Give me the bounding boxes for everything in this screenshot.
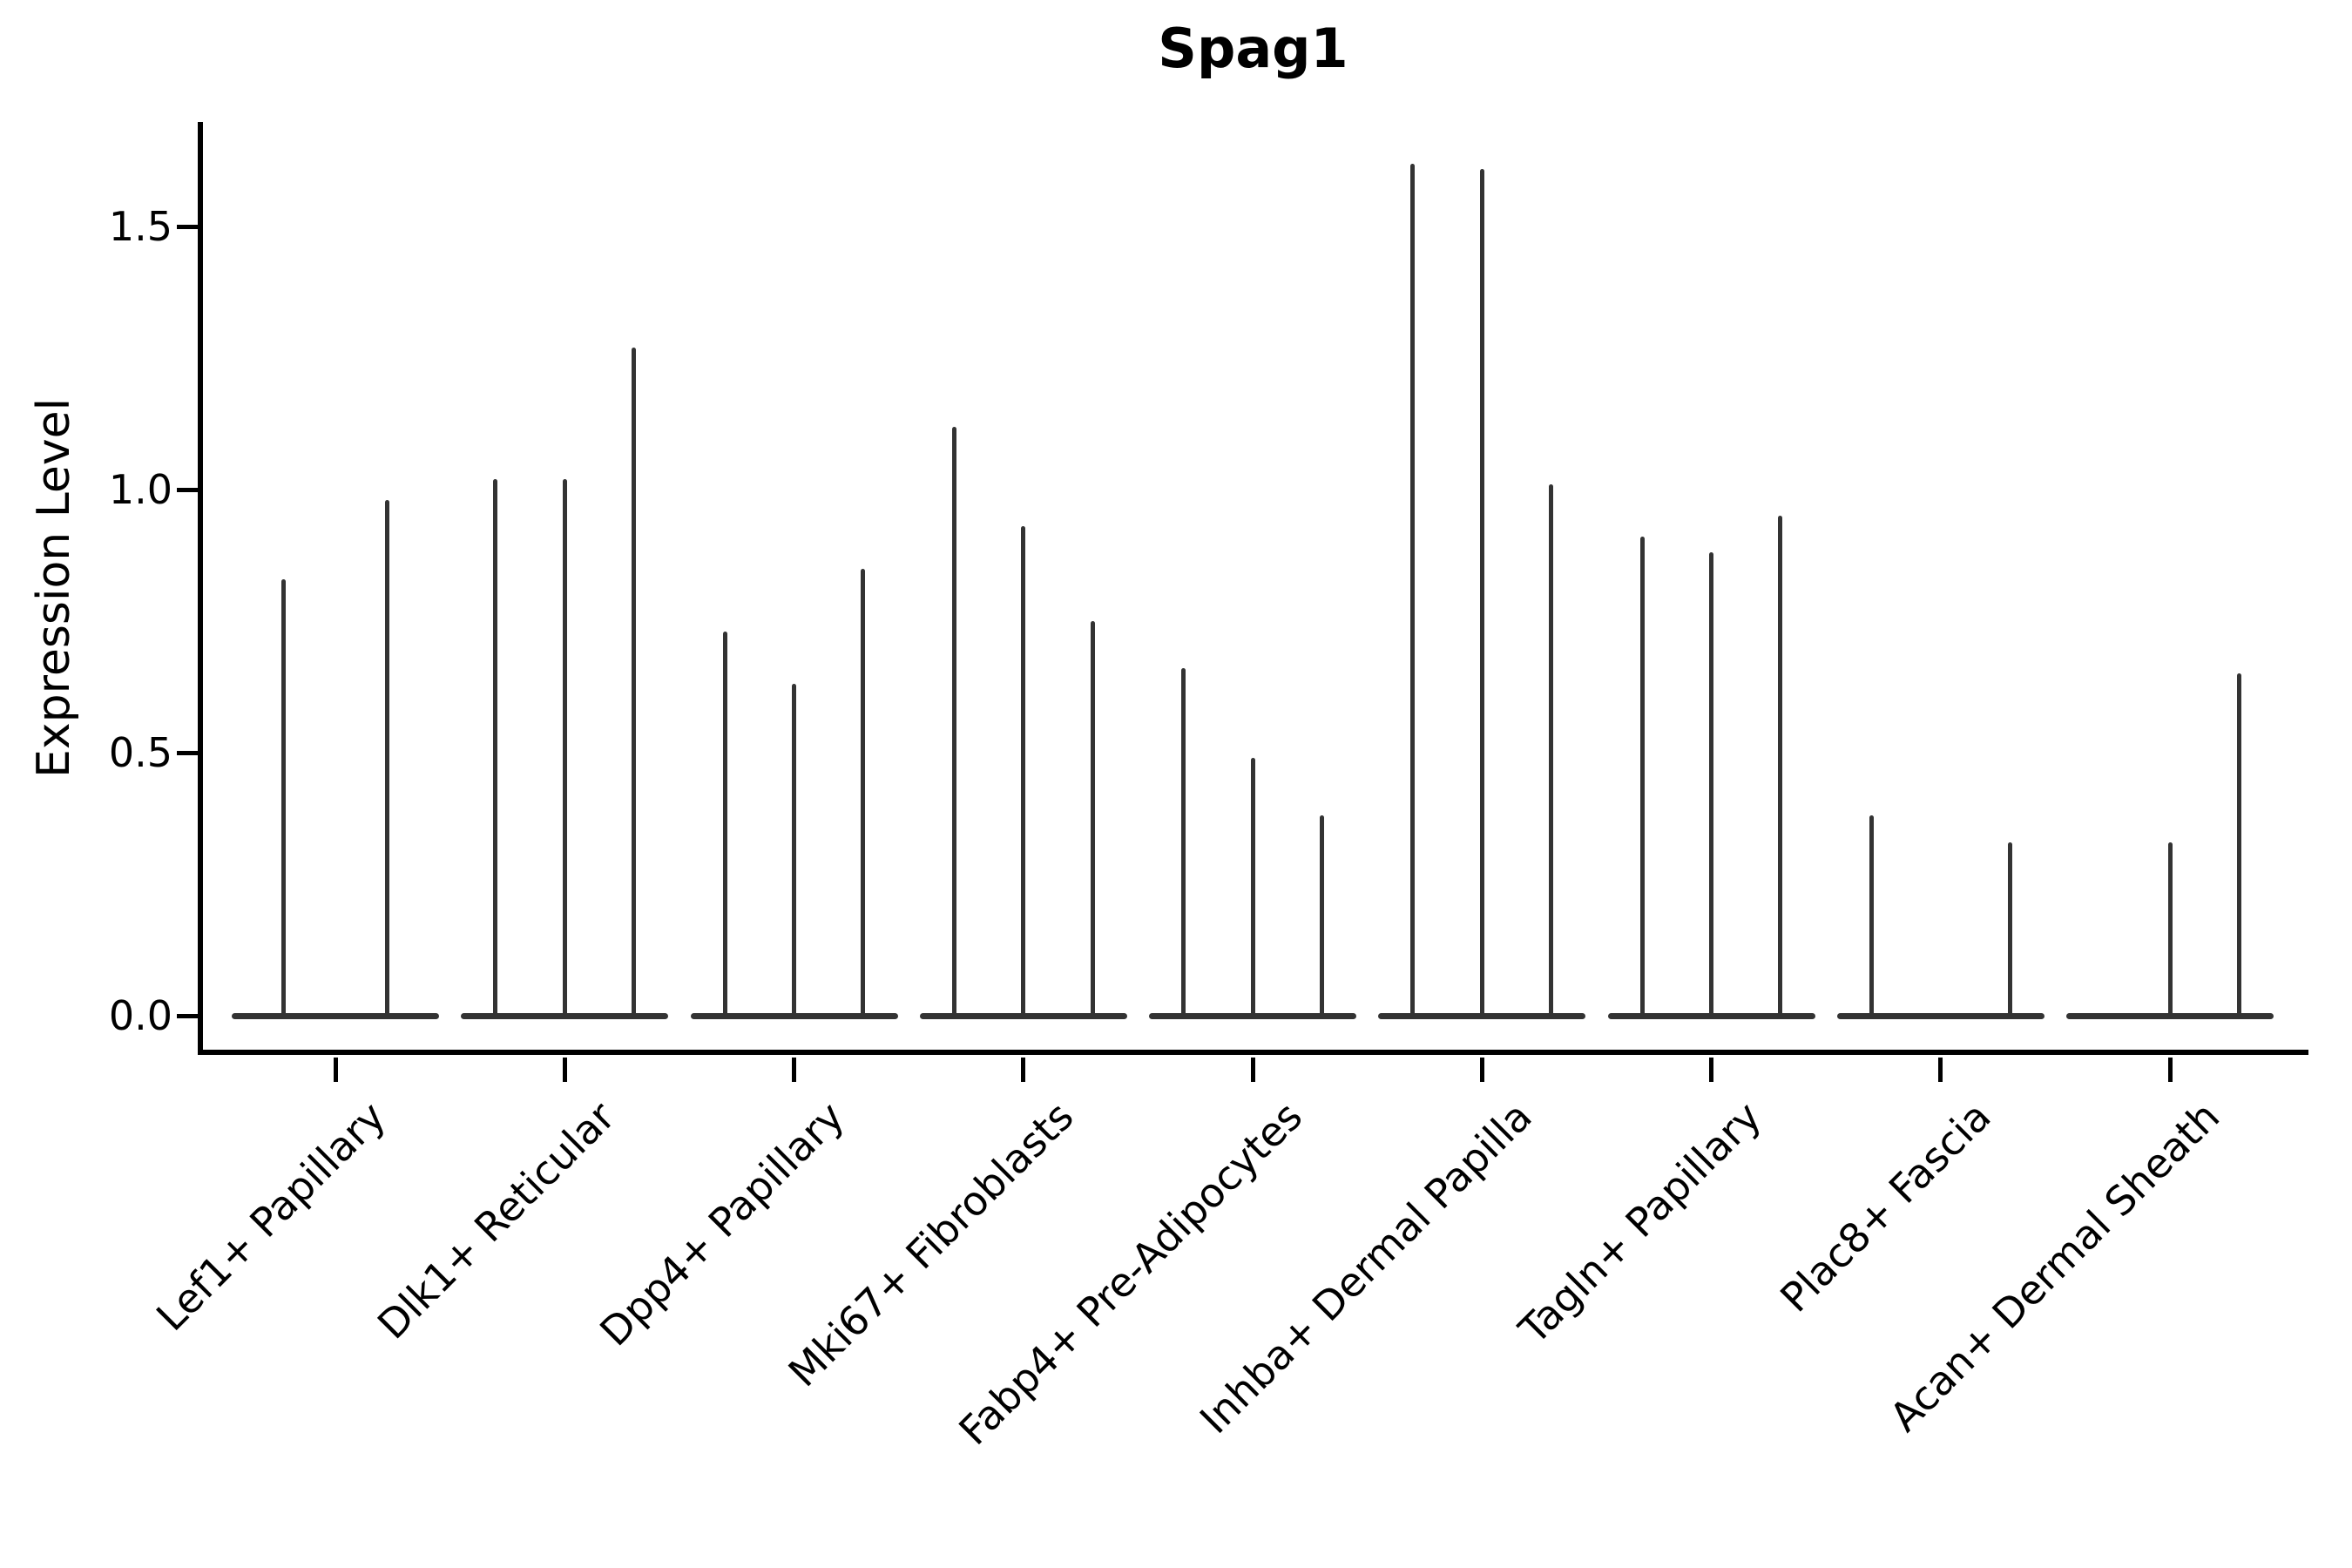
- y-tick-mark: [177, 224, 198, 229]
- x-tick-label: Tagln+ Papillary: [1510, 1092, 1770, 1354]
- violin-spike: [2007, 841, 2012, 1016]
- y-tick-mark: [177, 750, 198, 755]
- x-tick-mark: [1938, 1058, 1943, 1082]
- violin-spike: [951, 426, 956, 1016]
- violin-baseline: [919, 1012, 1127, 1019]
- x-tick-mark: [1479, 1058, 1484, 1082]
- x-tick-mark: [2167, 1058, 2173, 1082]
- violin-spike: [1479, 168, 1484, 1016]
- violin-spike: [1181, 668, 1186, 1016]
- violin-spike: [2236, 673, 2241, 1016]
- x-tick-label: Lef1+ Papillary: [146, 1092, 395, 1341]
- x-tick-label: Plac8+ Fascia: [1770, 1092, 2000, 1321]
- y-axis-label: Expression Level: [28, 397, 80, 779]
- violin-baseline: [690, 1012, 898, 1019]
- violin-spike: [792, 684, 796, 1016]
- violin-spike: [861, 568, 866, 1016]
- violin-spike: [1021, 526, 1026, 1016]
- y-tick-label: 1.5: [108, 203, 172, 250]
- violin-spike: [1639, 537, 1645, 1016]
- violin-spike: [2167, 841, 2173, 1016]
- x-tick-label: Dpp4+ Papillary: [590, 1092, 853, 1355]
- x-tick-mark: [333, 1058, 338, 1082]
- violin-baseline: [1378, 1012, 1586, 1019]
- plot-area: [198, 122, 2308, 1055]
- violin-baseline: [1607, 1012, 1815, 1019]
- x-tick-mark: [1709, 1058, 1713, 1082]
- violin-spike: [1778, 516, 1783, 1016]
- y-tick-mark: [177, 1013, 198, 1018]
- x-tick-label: Dlk1+ Reticular: [368, 1092, 624, 1348]
- y-tick-label: 0.0: [108, 992, 172, 1039]
- x-tick-mark: [792, 1058, 796, 1082]
- y-tick-label: 0.5: [108, 729, 172, 776]
- violin-spike: [632, 347, 637, 1016]
- violin-baseline: [2066, 1012, 2274, 1019]
- violin-spike: [562, 478, 567, 1016]
- violin-spike: [1549, 483, 1554, 1016]
- chart-title: Spag1: [1158, 17, 1348, 80]
- violin-spike: [1090, 621, 1095, 1016]
- violin-baseline: [1836, 1012, 2044, 1019]
- violin-spike: [1709, 552, 1713, 1016]
- violin-spike: [1250, 758, 1255, 1016]
- x-tick-mark: [1021, 1058, 1026, 1082]
- y-tick-label: 1.0: [108, 466, 172, 513]
- violin-spike: [1869, 815, 1874, 1016]
- violin-baseline: [1149, 1012, 1356, 1019]
- violin-spike: [1410, 163, 1416, 1016]
- violin-spike: [1319, 815, 1324, 1016]
- violin-spike: [493, 478, 498, 1016]
- y-tick-mark: [177, 487, 198, 492]
- x-tick-mark: [1250, 1058, 1255, 1082]
- violin-baseline: [461, 1012, 669, 1019]
- x-tick-mark: [562, 1058, 567, 1082]
- violin-spike: [722, 632, 727, 1016]
- violin-spike: [385, 500, 389, 1016]
- violin-spike: [281, 578, 286, 1016]
- violin-baseline: [232, 1012, 439, 1019]
